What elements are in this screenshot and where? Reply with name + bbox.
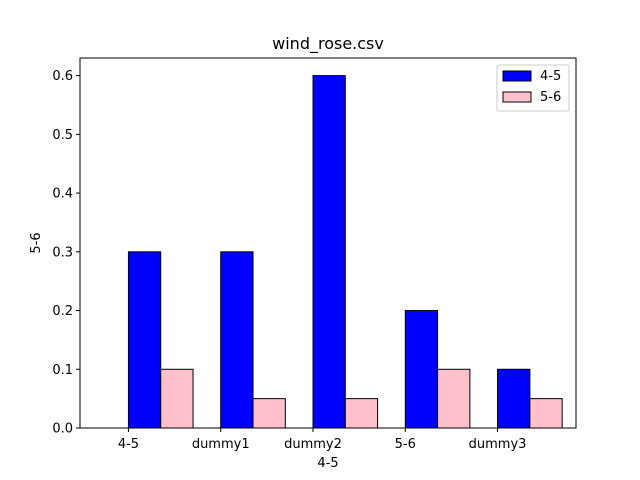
- y-tick-label: 0.4: [52, 187, 73, 202]
- bar-series-1: [312, 75, 346, 429]
- y-axis-ticks: 0.0 0.1 0.2 0.3 0.4 0.5 0.6: [52, 69, 80, 437]
- legend-swatch-series-1: [502, 70, 532, 82]
- x-tick-label: 5-6: [395, 437, 416, 452]
- y-tick-label: 0.5: [52, 128, 73, 143]
- y-tick-label: 0.1: [52, 363, 73, 378]
- bar-series-2: [252, 398, 286, 429]
- x-tick-label: dummy3: [469, 437, 527, 452]
- bars-group: [127, 75, 563, 429]
- bar-series-2: [529, 398, 563, 429]
- legend-swatch-series-2: [502, 91, 532, 103]
- bar-series-1: [404, 310, 439, 429]
- y-tick-label: 0.6: [52, 69, 73, 84]
- bar-series-2: [437, 368, 471, 429]
- chart-title: wind_rose.csv: [272, 34, 384, 54]
- bar-series-1: [127, 251, 162, 429]
- plot-frame: [79, 57, 577, 429]
- legend: 4-5 5-6: [496, 64, 570, 112]
- y-tick-label: 0.2: [52, 304, 73, 319]
- x-tick-label: dummy1: [192, 437, 250, 452]
- x-axis-ticks: 4-5 dummy1 dummy2 5-6 dummy3: [118, 428, 527, 452]
- y-axis-label: 5-6: [29, 232, 44, 253]
- x-axis-label: 4-5: [317, 456, 338, 471]
- bar-series-1: [497, 368, 531, 429]
- y-tick-label: 0.3: [52, 245, 73, 260]
- bar-series-1: [220, 251, 254, 429]
- y-tick-label: 0.0: [52, 422, 73, 437]
- legend-label-series-1: 4-5: [540, 69, 561, 84]
- x-tick-label: 4-5: [118, 437, 139, 452]
- bar-series-2: [160, 368, 194, 429]
- bar-series-2: [344, 398, 379, 429]
- legend-label-series-2: 5-6: [540, 90, 561, 105]
- x-tick-label: dummy2: [284, 437, 342, 452]
